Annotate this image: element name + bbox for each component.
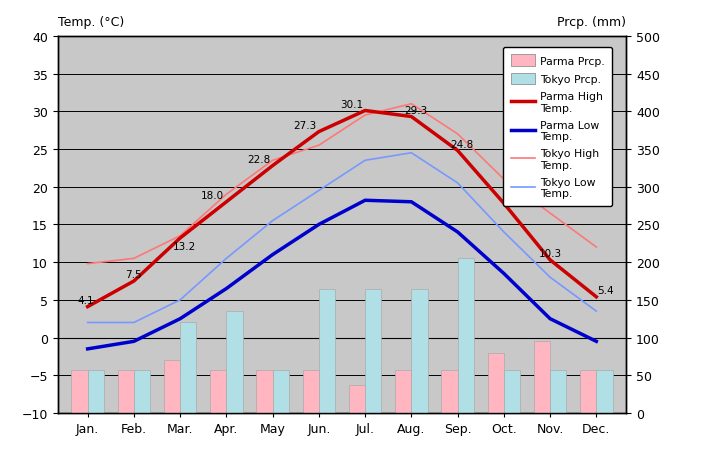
Text: Temp. (°C): Temp. (°C): [58, 16, 124, 29]
Bar: [302, 370, 319, 413]
Text: Prcp. (mm): Prcp. (mm): [557, 16, 626, 29]
Bar: [226, 312, 243, 413]
Bar: [319, 289, 335, 413]
Bar: [134, 370, 150, 413]
Bar: [411, 289, 428, 413]
Bar: [441, 370, 458, 413]
Bar: [210, 370, 226, 413]
Bar: [395, 370, 411, 413]
Bar: [596, 370, 613, 413]
Bar: [550, 370, 567, 413]
Bar: [504, 370, 520, 413]
Text: 5.4: 5.4: [598, 285, 614, 296]
Text: 30.1: 30.1: [340, 100, 363, 110]
Text: 4.1: 4.1: [77, 295, 94, 305]
Bar: [71, 370, 88, 413]
Text: 18.0: 18.0: [201, 190, 224, 201]
Bar: [365, 289, 382, 413]
Text: 13.2: 13.2: [173, 242, 197, 252]
Bar: [164, 360, 180, 413]
Text: 27.3: 27.3: [293, 121, 317, 130]
Bar: [273, 370, 289, 413]
Bar: [487, 353, 504, 413]
Bar: [180, 323, 197, 413]
Bar: [458, 259, 474, 413]
Text: 17.8: 17.8: [501, 192, 525, 202]
Bar: [534, 341, 550, 413]
Text: 10.3: 10.3: [539, 248, 562, 258]
Bar: [117, 370, 134, 413]
Bar: [88, 370, 104, 413]
Bar: [256, 370, 273, 413]
Text: 7.5: 7.5: [125, 269, 143, 280]
Text: 29.3: 29.3: [405, 106, 428, 116]
Text: 22.8: 22.8: [247, 154, 271, 164]
Bar: [580, 370, 596, 413]
Text: 24.8: 24.8: [451, 140, 474, 149]
Legend: Parma Prcp., Tokyo Prcp., Parma High
Temp., Parma Low
Temp., Tokyo High
Temp., T: Parma Prcp., Tokyo Prcp., Parma High Tem…: [503, 48, 613, 207]
Bar: [349, 385, 365, 413]
